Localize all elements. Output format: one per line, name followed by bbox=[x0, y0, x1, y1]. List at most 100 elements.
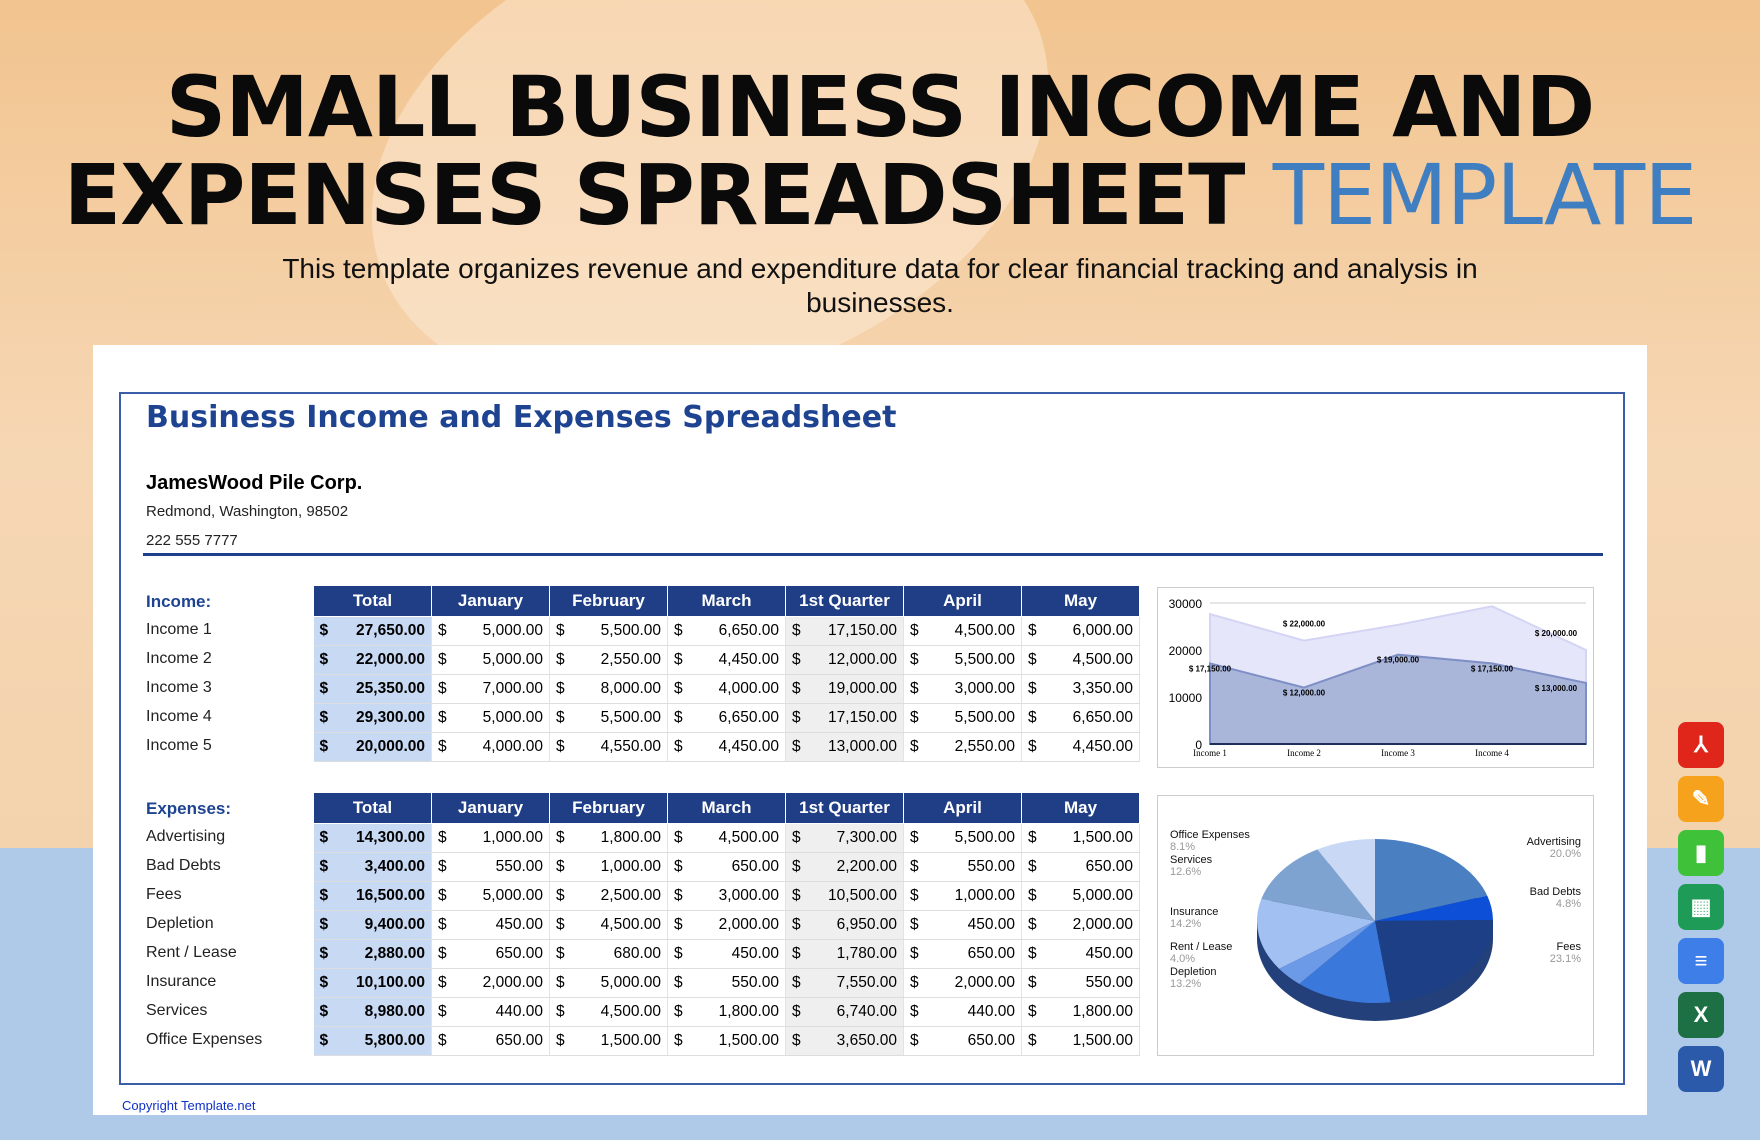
table-cell[interactable]: $2,000.00 bbox=[667, 910, 786, 940]
table-cell[interactable]: $6,650.00 bbox=[667, 703, 786, 733]
table-cell[interactable]: $650.00 bbox=[431, 1026, 550, 1056]
table-cell[interactable]: $5,000.00 bbox=[431, 616, 550, 646]
table-cell[interactable]: $1,000.00 bbox=[903, 881, 1022, 911]
table-cell[interactable]: $5,500.00 bbox=[549, 616, 668, 646]
table-cell[interactable]: $5,000.00 bbox=[431, 703, 550, 733]
pie-slice[interactable] bbox=[1317, 839, 1375, 921]
pie-slice[interactable] bbox=[1261, 849, 1375, 921]
table-cell[interactable]: $4,450.00 bbox=[1021, 732, 1140, 762]
table-cell[interactable]: $4,000.00 bbox=[667, 674, 786, 704]
table-cell[interactable]: $5,000.00 bbox=[431, 881, 550, 911]
table-cell[interactable]: $1,000.00 bbox=[431, 823, 550, 853]
table-cell[interactable]: $550.00 bbox=[1021, 968, 1140, 998]
table-cell[interactable]: $2,200.00 bbox=[785, 852, 904, 882]
table-cell[interactable]: $6,000.00 bbox=[1021, 616, 1140, 646]
word-icon[interactable]: W bbox=[1678, 1046, 1724, 1092]
table-cell[interactable]: $450.00 bbox=[903, 910, 1022, 940]
pie-slice[interactable] bbox=[1375, 895, 1493, 921]
table-cell[interactable]: $2,880.00 bbox=[313, 939, 432, 969]
table-cell[interactable]: $9,400.00 bbox=[313, 910, 432, 940]
table-cell[interactable]: $7,300.00 bbox=[785, 823, 904, 853]
table-cell[interactable]: $1,780.00 bbox=[785, 939, 904, 969]
table-cell[interactable]: $4,500.00 bbox=[549, 910, 668, 940]
table-cell[interactable]: $4,500.00 bbox=[667, 823, 786, 853]
pie-slice[interactable] bbox=[1299, 921, 1391, 1003]
table-cell[interactable]: $20,000.00 bbox=[313, 732, 432, 762]
table-cell[interactable]: $4,500.00 bbox=[549, 997, 668, 1027]
table-cell[interactable]: $7,000.00 bbox=[431, 674, 550, 704]
table-cell[interactable]: $450.00 bbox=[667, 939, 786, 969]
copyright-link[interactable]: Copyright Template.net bbox=[122, 1098, 256, 1113]
pie-slice[interactable] bbox=[1279, 921, 1375, 984]
table-cell[interactable]: $3,350.00 bbox=[1021, 674, 1140, 704]
table-cell[interactable]: $450.00 bbox=[1021, 939, 1140, 969]
table-cell[interactable]: $650.00 bbox=[667, 852, 786, 882]
table-cell[interactable]: $4,450.00 bbox=[667, 732, 786, 762]
table-cell[interactable]: $650.00 bbox=[903, 1026, 1022, 1056]
table-cell[interactable]: $17,150.00 bbox=[785, 703, 904, 733]
table-cell[interactable]: $8,980.00 bbox=[313, 997, 432, 1027]
pie-slice[interactable] bbox=[1375, 839, 1488, 921]
table-cell[interactable]: $6,740.00 bbox=[785, 997, 904, 1027]
table-cell[interactable]: $1,500.00 bbox=[1021, 1026, 1140, 1056]
table-cell[interactable]: $550.00 bbox=[903, 852, 1022, 882]
table-cell[interactable]: $2,550.00 bbox=[903, 732, 1022, 762]
excel-icon[interactable]: X bbox=[1678, 992, 1724, 1038]
table-cell[interactable]: $12,000.00 bbox=[785, 645, 904, 675]
table-cell[interactable]: $3,650.00 bbox=[785, 1026, 904, 1056]
table-cell[interactable]: $4,500.00 bbox=[903, 616, 1022, 646]
table-cell[interactable]: $6,650.00 bbox=[1021, 703, 1140, 733]
table-cell[interactable]: $5,000.00 bbox=[431, 645, 550, 675]
table-cell[interactable]: $25,350.00 bbox=[313, 674, 432, 704]
google-sheets-icon[interactable]: ▦ bbox=[1678, 884, 1724, 930]
table-cell[interactable]: $4,550.00 bbox=[549, 732, 668, 762]
table-cell[interactable]: $650.00 bbox=[1021, 852, 1140, 882]
table-cell[interactable]: $10,100.00 bbox=[313, 968, 432, 998]
table-cell[interactable]: $550.00 bbox=[431, 852, 550, 882]
table-cell[interactable]: $1,500.00 bbox=[549, 1026, 668, 1056]
table-cell[interactable]: $1,800.00 bbox=[667, 997, 786, 1027]
table-cell[interactable]: $6,950.00 bbox=[785, 910, 904, 940]
table-cell[interactable]: $5,500.00 bbox=[903, 823, 1022, 853]
table-cell[interactable]: $1,800.00 bbox=[549, 823, 668, 853]
table-cell[interactable]: $3,400.00 bbox=[313, 852, 432, 882]
table-cell[interactable]: $5,500.00 bbox=[903, 703, 1022, 733]
table-cell[interactable]: $17,150.00 bbox=[785, 616, 904, 646]
table-cell[interactable]: $2,000.00 bbox=[903, 968, 1022, 998]
table-cell[interactable]: $1,000.00 bbox=[549, 852, 668, 882]
table-cell[interactable]: $440.00 bbox=[431, 997, 550, 1027]
table-cell[interactable]: $650.00 bbox=[903, 939, 1022, 969]
table-cell[interactable]: $22,000.00 bbox=[313, 645, 432, 675]
table-cell[interactable]: $13,000.00 bbox=[785, 732, 904, 762]
table-cell[interactable]: $440.00 bbox=[903, 997, 1022, 1027]
table-cell[interactable]: $5,800.00 bbox=[313, 1026, 432, 1056]
table-cell[interactable]: $5,000.00 bbox=[549, 968, 668, 998]
table-cell[interactable]: $5,500.00 bbox=[549, 703, 668, 733]
pages-icon[interactable]: ✎ bbox=[1678, 776, 1724, 822]
table-cell[interactable]: $1,500.00 bbox=[667, 1026, 786, 1056]
google-docs-icon[interactable]: ≡ bbox=[1678, 938, 1724, 984]
table-cell[interactable]: $27,650.00 bbox=[313, 616, 432, 646]
table-cell[interactable]: $2,500.00 bbox=[549, 881, 668, 911]
table-cell[interactable]: $5,000.00 bbox=[1021, 881, 1140, 911]
table-cell[interactable]: $7,550.00 bbox=[785, 968, 904, 998]
table-cell[interactable]: $4,000.00 bbox=[431, 732, 550, 762]
table-cell[interactable]: $6,650.00 bbox=[667, 616, 786, 646]
table-cell[interactable]: $4,450.00 bbox=[667, 645, 786, 675]
table-cell[interactable]: $29,300.00 bbox=[313, 703, 432, 733]
table-cell[interactable]: $16,500.00 bbox=[313, 881, 432, 911]
table-cell[interactable]: $10,500.00 bbox=[785, 881, 904, 911]
table-cell[interactable]: $1,800.00 bbox=[1021, 997, 1140, 1027]
pdf-icon[interactable]: ⅄ bbox=[1678, 722, 1724, 768]
pie-slice[interactable] bbox=[1257, 899, 1375, 969]
table-cell[interactable]: $5,500.00 bbox=[903, 645, 1022, 675]
table-cell[interactable]: $650.00 bbox=[431, 939, 550, 969]
table-cell[interactable]: $8,000.00 bbox=[549, 674, 668, 704]
pie-slice[interactable] bbox=[1375, 919, 1493, 1003]
table-cell[interactable]: $4,500.00 bbox=[1021, 645, 1140, 675]
table-cell[interactable]: $550.00 bbox=[667, 968, 786, 998]
numbers-icon[interactable]: ▮ bbox=[1678, 830, 1724, 876]
table-cell[interactable]: $2,000.00 bbox=[1021, 910, 1140, 940]
table-cell[interactable]: $450.00 bbox=[431, 910, 550, 940]
table-cell[interactable]: $14,300.00 bbox=[313, 823, 432, 853]
